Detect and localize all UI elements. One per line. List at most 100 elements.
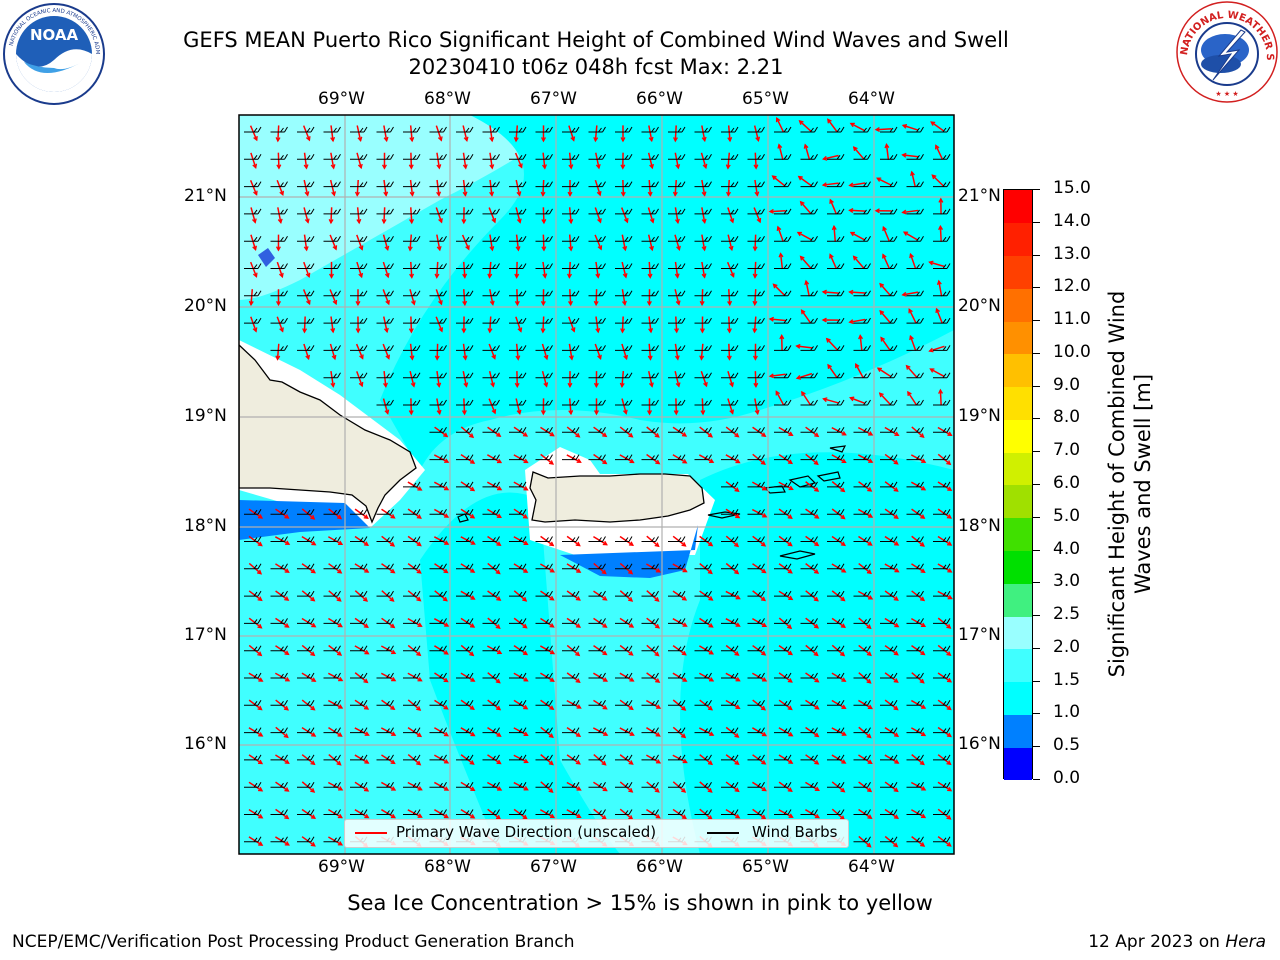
wind-barb bbox=[668, 345, 686, 351]
wave-arrow-head bbox=[391, 731, 397, 736]
wave-direction-arrow bbox=[250, 289, 254, 305]
wave-direction-arrow bbox=[805, 754, 819, 765]
wave-direction-arrow bbox=[645, 754, 661, 764]
wind-barb bbox=[323, 208, 341, 215]
wave-arrow-head bbox=[409, 191, 415, 197]
wave-arrow-head bbox=[894, 567, 900, 573]
wave-arrow-head bbox=[337, 813, 343, 819]
wave-arrow-head bbox=[358, 272, 364, 279]
wind-barb bbox=[774, 563, 792, 570]
wave-arrow-head bbox=[279, 327, 284, 333]
wave-arrow-head bbox=[489, 136, 495, 143]
wave-arrow-head bbox=[409, 273, 415, 279]
lon-label-bottom-69w: 69°W bbox=[318, 857, 365, 877]
colorbar-tick-label: 2.5 bbox=[1053, 604, 1081, 625]
wave-arrow-head bbox=[735, 622, 741, 627]
wind-barb bbox=[906, 590, 924, 597]
wave-arrow-head bbox=[788, 813, 794, 818]
wave-arrow-head bbox=[803, 143, 809, 149]
wave-arrow-head bbox=[595, 328, 601, 334]
wind-barb bbox=[774, 317, 792, 324]
wind-barb bbox=[933, 235, 951, 242]
wave-direction-arrow bbox=[754, 398, 759, 414]
wave-arrow-head bbox=[602, 786, 608, 792]
wave-arrow-head bbox=[252, 163, 258, 169]
wave-direction-arrow bbox=[857, 590, 873, 600]
wave-arrow-head bbox=[649, 163, 654, 170]
wind-barb bbox=[800, 590, 818, 597]
wind-barb bbox=[853, 645, 871, 652]
wind-barb bbox=[906, 536, 924, 542]
wind-barb bbox=[880, 126, 898, 133]
wind-barb bbox=[694, 290, 712, 297]
wave-direction-arrow bbox=[805, 672, 819, 683]
wind-barb bbox=[933, 672, 951, 679]
wind-barb bbox=[535, 454, 553, 461]
wave-arrow-head bbox=[629, 677, 635, 682]
wind-barb bbox=[747, 672, 765, 679]
wave-arrow-head bbox=[390, 813, 397, 819]
wave-arrow-head bbox=[620, 328, 626, 334]
wind-barb bbox=[509, 781, 527, 788]
wave-direction-arrow bbox=[382, 316, 388, 332]
mona-island bbox=[457, 513, 469, 523]
lon-label-bottom-67w: 67°W bbox=[530, 857, 577, 877]
wind-barb bbox=[429, 645, 447, 652]
wave-arrow-head bbox=[867, 814, 873, 820]
wind-barb bbox=[456, 618, 474, 624]
wave-arrow-head bbox=[284, 623, 290, 628]
wave-arrow-head bbox=[893, 459, 899, 465]
wave-direction-arrow bbox=[381, 563, 395, 574]
wave-direction-arrow bbox=[249, 261, 258, 277]
wave-arrow-head bbox=[248, 300, 254, 307]
wave-arrow-head bbox=[541, 246, 547, 252]
wind-barb bbox=[827, 590, 845, 597]
wave-arrow-head bbox=[699, 328, 705, 334]
wave-direction-arrow bbox=[885, 144, 890, 160]
wind-barb bbox=[562, 809, 580, 815]
wind-barb bbox=[853, 700, 871, 706]
wind-barb bbox=[906, 208, 924, 215]
wave-arrow-head bbox=[408, 328, 414, 334]
wind-barb bbox=[482, 208, 500, 215]
wave-arrow-head bbox=[921, 786, 927, 791]
wind-barb bbox=[429, 181, 447, 188]
colorbar-segment bbox=[1004, 616, 1032, 650]
wave-direction-arrow bbox=[436, 261, 439, 278]
wave-arrow-head bbox=[437, 136, 443, 142]
wind-barb bbox=[270, 836, 288, 843]
wind-barb bbox=[694, 809, 712, 815]
wave-direction-arrow bbox=[407, 481, 422, 491]
virgin-islands bbox=[763, 445, 847, 494]
wind-barb bbox=[880, 781, 898, 788]
wave-arrow-head bbox=[518, 163, 523, 169]
wind-barb bbox=[668, 727, 686, 734]
wind-barb bbox=[774, 235, 792, 242]
wind-barb bbox=[323, 700, 341, 706]
wind-barb bbox=[933, 809, 951, 815]
wind-barb bbox=[456, 590, 474, 597]
wave-direction-arrow bbox=[354, 617, 369, 628]
wave-direction-arrow bbox=[701, 234, 706, 251]
wind-barb bbox=[562, 317, 580, 324]
wave-direction-arrow bbox=[540, 563, 555, 573]
wave-arrow-head bbox=[417, 677, 423, 682]
wave-arrow-head bbox=[462, 164, 468, 170]
wave-direction-arrow bbox=[433, 481, 449, 491]
wave-direction-arrow bbox=[645, 699, 661, 709]
wave-arrow-head bbox=[814, 760, 820, 765]
wind-barb bbox=[827, 399, 845, 406]
wave-arrow-head bbox=[841, 759, 847, 764]
wave-direction-arrow bbox=[769, 318, 786, 322]
wave-arrow-head bbox=[438, 327, 444, 333]
wave-direction-arrow bbox=[382, 289, 390, 305]
wind-barb bbox=[456, 399, 474, 406]
wave-arrow-head bbox=[920, 731, 927, 737]
wave-arrow-head bbox=[603, 731, 609, 736]
wave-direction-arrow bbox=[489, 152, 493, 169]
wind-barb bbox=[694, 345, 712, 351]
wind-barb bbox=[694, 399, 712, 406]
wave-direction-arrow bbox=[595, 316, 599, 333]
wave-arrow-head bbox=[788, 595, 794, 601]
wave-direction-arrow bbox=[433, 454, 449, 463]
